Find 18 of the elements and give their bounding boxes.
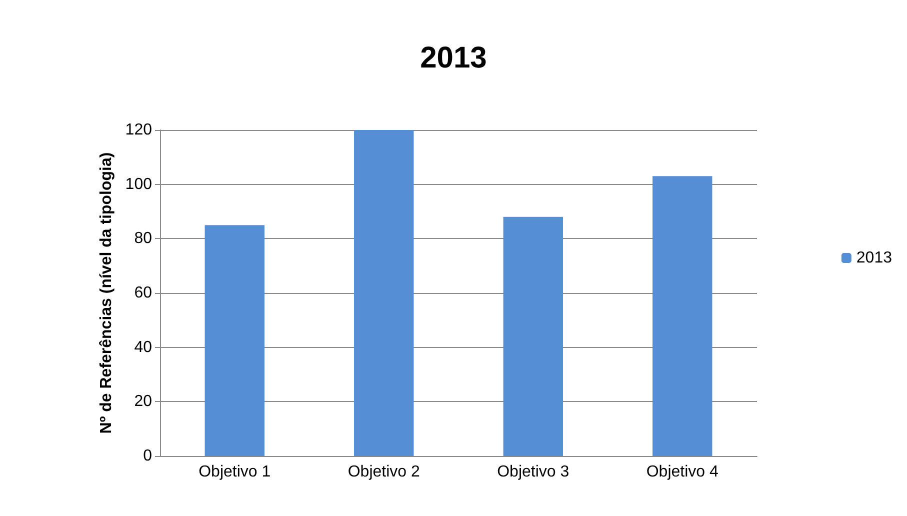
y-tick-label: 80	[134, 230, 152, 248]
bar	[503, 216, 563, 456]
y-tick-label: 100	[125, 176, 152, 193]
y-tick-label: 20	[134, 393, 152, 410]
y-tick-label: 120	[125, 122, 152, 138]
legend-label: 2013	[856, 250, 892, 266]
chart-title: 2013	[420, 42, 487, 74]
bar	[652, 176, 712, 456]
y-axis-title: Nº de Referências (nível da tipologia)	[98, 152, 115, 434]
bar	[204, 225, 264, 456]
x-tick-label: Objetivo 3	[497, 464, 570, 480]
x-tick-label: Objetivo 2	[348, 464, 420, 480]
x-tick-label: Objetivo 4	[646, 464, 718, 480]
bar	[354, 130, 414, 456]
y-tick-label: 60	[134, 284, 152, 302]
y-tick-label: 40	[134, 338, 152, 356]
x-tick-label: Objetivo 1	[198, 464, 271, 480]
y-tick-label: 0	[143, 448, 152, 464]
